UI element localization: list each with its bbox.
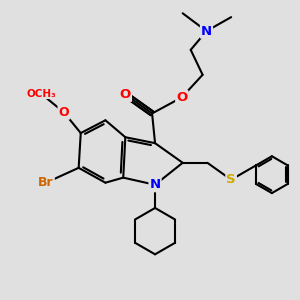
Text: OCH₃: OCH₃ (26, 88, 56, 98)
Text: O: O (58, 106, 69, 119)
Text: N: N (149, 178, 161, 191)
Text: O: O (120, 88, 131, 101)
Text: O: O (176, 91, 188, 104)
Text: S: S (226, 173, 236, 186)
Text: Br: Br (38, 176, 54, 189)
Text: N: N (201, 25, 212, 38)
